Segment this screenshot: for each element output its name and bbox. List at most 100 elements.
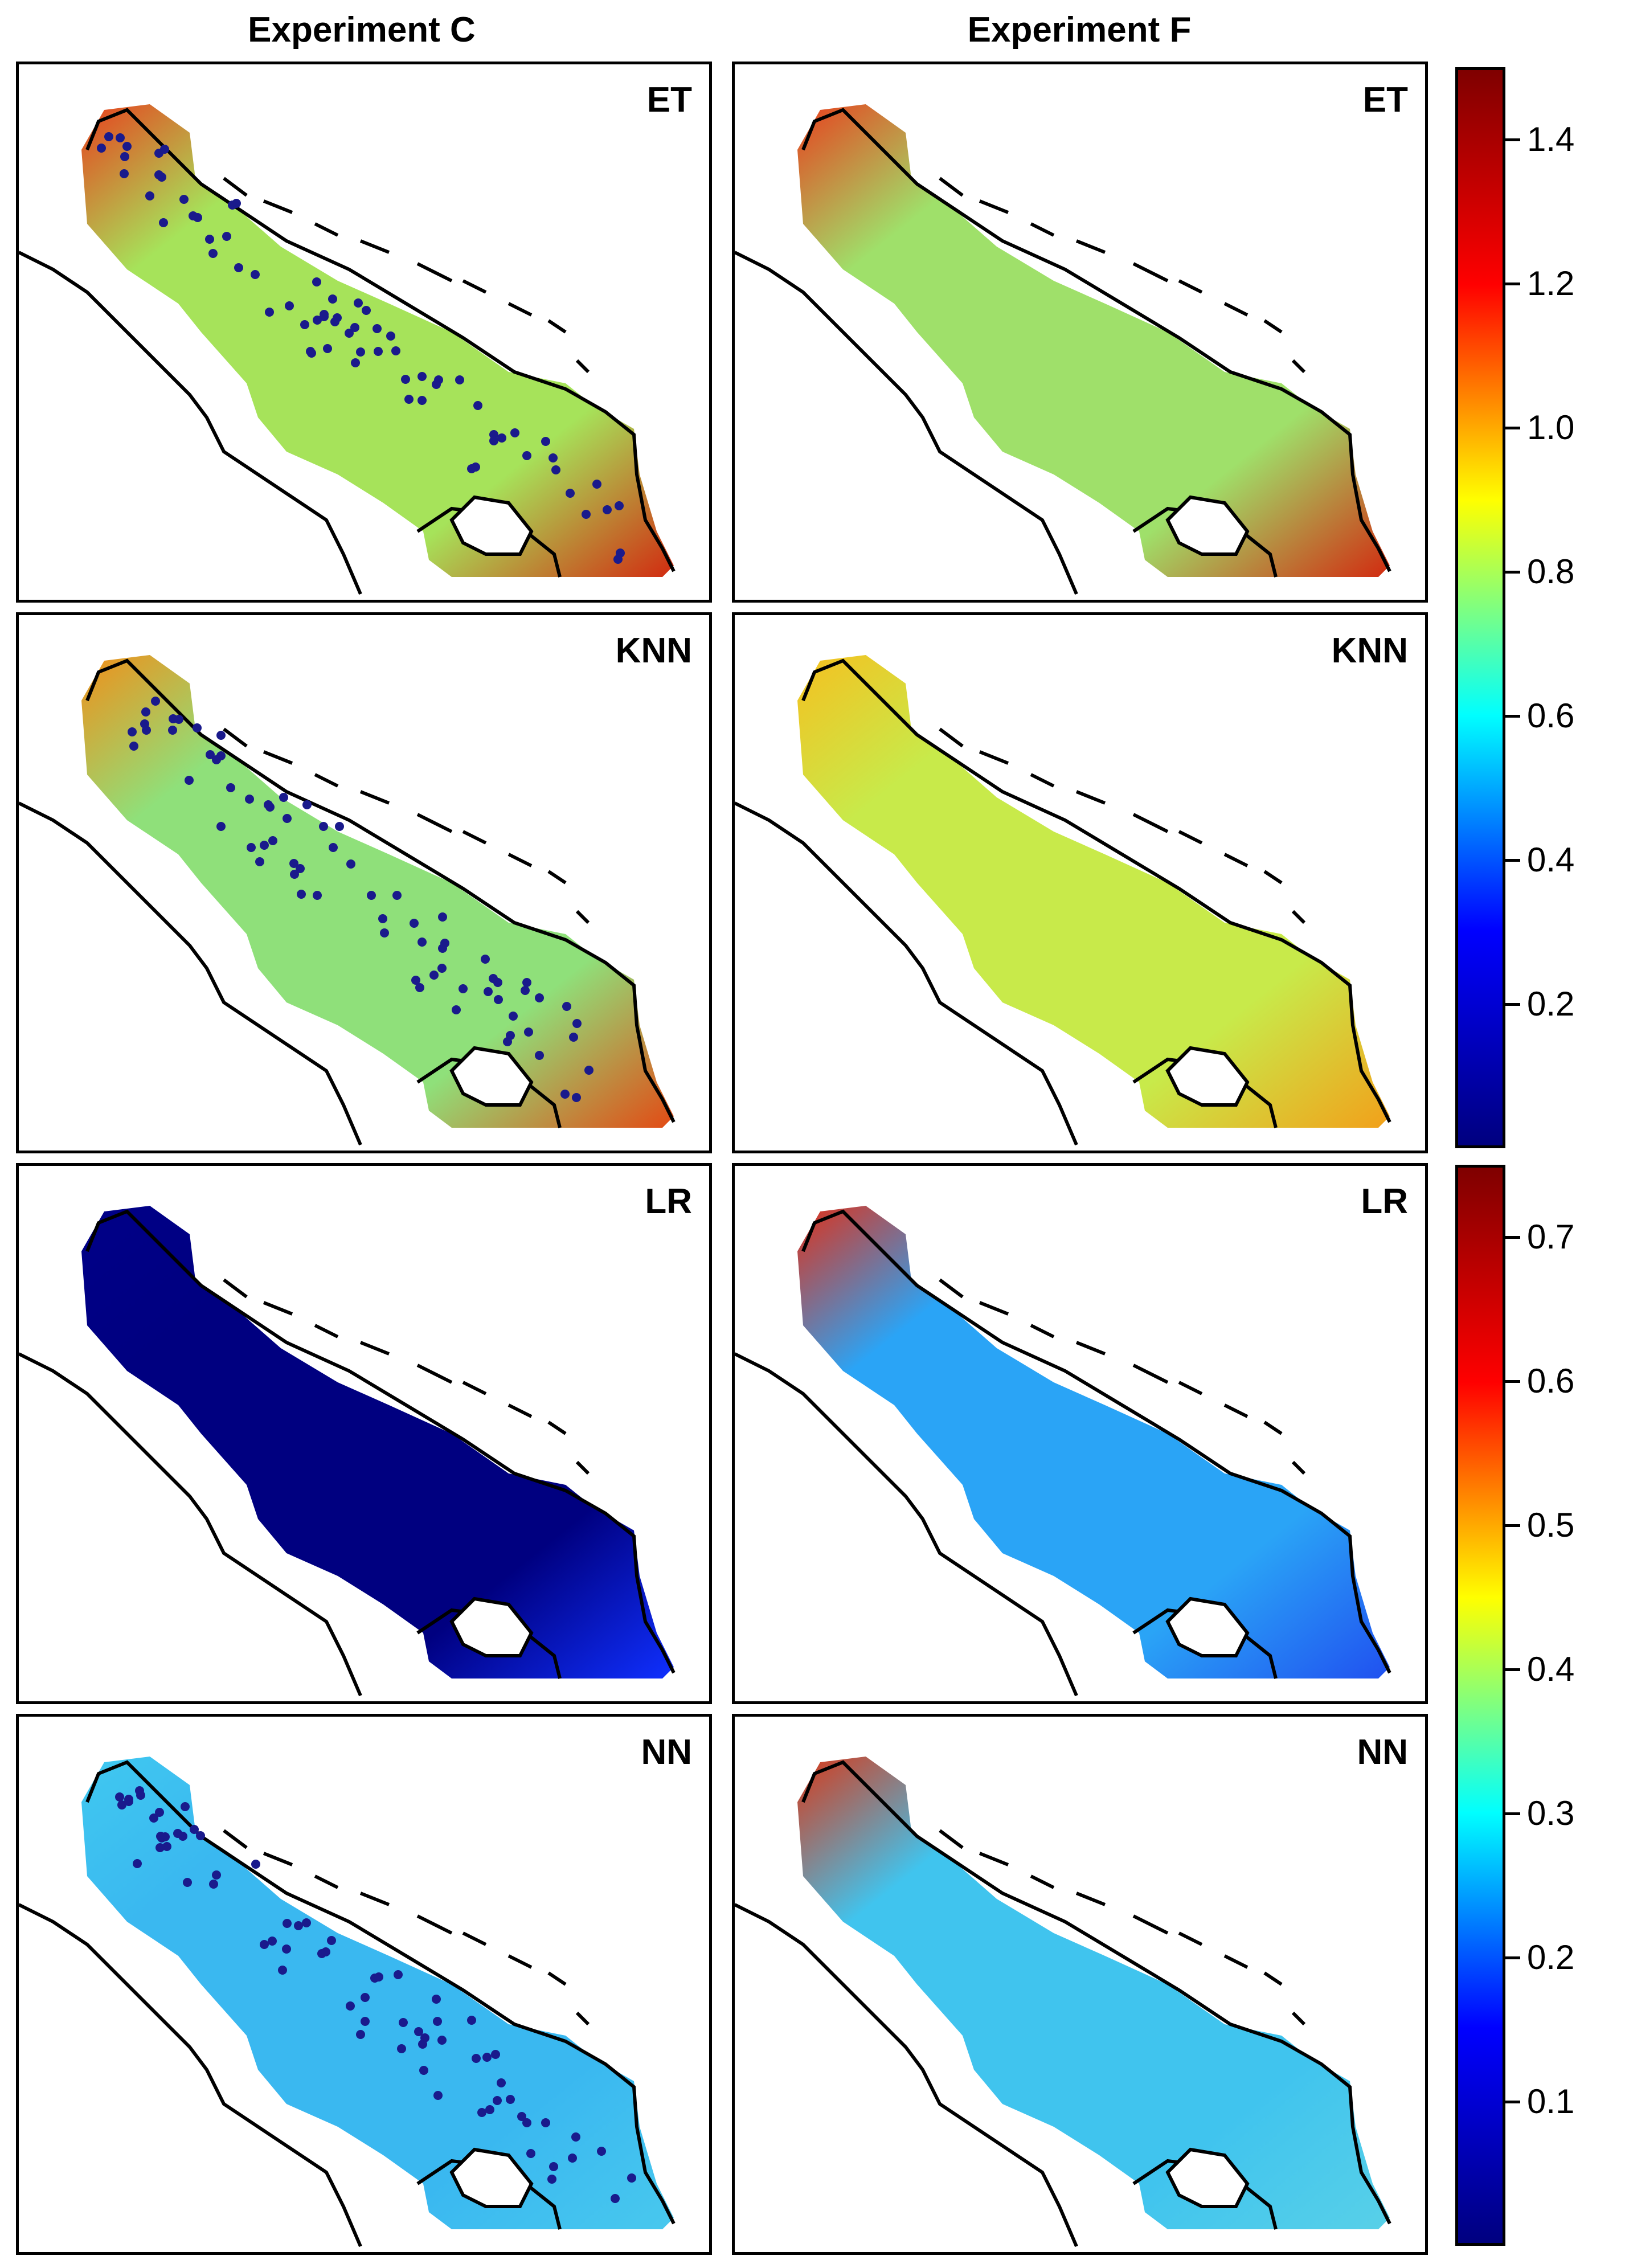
station-dot [296,864,305,873]
panel-label: NN [641,1733,692,1772]
station-dot [410,919,419,928]
station-dot [133,1859,142,1868]
map-svg [19,1206,676,1697]
station-dot [472,2054,481,2063]
station-dot [467,2016,476,2025]
island-outline [1291,1460,1306,1475]
station-dot [302,1918,311,1927]
station-dot [115,1792,124,1802]
map-svg [19,104,676,595]
station-dot [181,1802,190,1811]
island-outline [1291,2011,1306,2026]
station-dot [569,1033,578,1042]
station-dot [251,270,260,279]
coastline-east [85,1209,676,1674]
station-dot [373,324,382,333]
coastline-west [19,251,362,595]
island-outline [359,790,390,805]
island-outline [263,750,293,765]
peninsula-outline [1165,1046,1250,1107]
station-dot [179,195,189,204]
station-dot [494,995,503,1004]
station-dot [302,800,312,809]
station-dot [566,489,575,498]
station-dot [597,2147,606,2156]
station-dot [356,2030,365,2039]
panel-experiment-c-et: ET [16,62,712,603]
station-dot [279,793,288,802]
station-dot [560,1090,570,1099]
island-outline [223,177,248,197]
island-outline [1075,1341,1106,1356]
coastline-west [735,801,1078,1146]
station-dot [535,993,544,1002]
station-dot [255,857,264,866]
station-dot [522,2118,531,2127]
map-svg [735,104,1391,595]
station-dot [327,1936,336,1945]
station-dot [506,1031,515,1040]
station-dot [346,2001,355,2011]
coastline-west [19,1352,362,1697]
panel-label: LR [1361,1182,1408,1221]
station-dot [473,401,482,410]
island-outline [575,2011,590,2026]
station-dot [477,2108,486,2117]
station-dot [320,312,329,321]
column-title-experiment-c: Experiment C [248,10,476,50]
coastline-west [19,801,362,1146]
station-dot [418,2040,427,2049]
sea-field [81,655,674,1128]
island-outline [575,359,590,374]
sea-field [797,655,1390,1128]
island-outline [575,1460,590,1475]
coastline-east [85,108,676,572]
station-dot [351,358,360,367]
station-dot [562,1002,571,1011]
station-dot [206,750,215,759]
island-outline [1263,319,1283,334]
colorbar-tick [1505,282,1520,285]
colorbar-tick-label: 0.6 [1527,696,1575,735]
peninsula-outline [449,495,534,556]
colorbar-tick-label: 0.3 [1527,1794,1575,1832]
station-dot [300,320,309,329]
station-dot [378,914,387,923]
panel-experiment-c-lr: LR [16,1163,712,1704]
colorbar-tick [1505,570,1520,574]
station-dot [104,132,113,141]
station-dot [216,822,226,831]
island-outline [1291,359,1306,374]
station-dot [541,437,550,446]
island-outline [979,199,1009,214]
station-dot [419,2066,428,2075]
island-outline [1178,830,1203,845]
station-dot [209,1880,218,1889]
station-dot [97,144,106,153]
island-outline [507,1403,533,1418]
station-dot [627,2173,636,2183]
station-dot [335,822,344,831]
station-dot [354,298,363,308]
station-dot [328,294,337,304]
station-dot [168,726,177,735]
colorbar-tick-label: 0.7 [1527,1217,1575,1256]
station-dot [245,795,254,804]
station-dot [323,344,332,353]
station-dot [437,2036,447,2045]
map-svg [19,655,676,1146]
island-outline [1223,302,1249,317]
station-dot [391,346,400,355]
colorbar-tick-label: 0.6 [1527,1361,1575,1400]
station-dot [283,1919,292,1928]
colorbar-tick [1505,1002,1520,1006]
station-dot [592,480,601,489]
station-dot [260,1940,269,1949]
station-dot [361,1993,370,2002]
station-dot [572,1019,582,1028]
station-dot [429,971,439,980]
station-dot [541,2118,550,2127]
island-outline [979,750,1009,765]
island-outline [1263,1971,1283,1986]
island-outline [1223,1954,1249,1969]
